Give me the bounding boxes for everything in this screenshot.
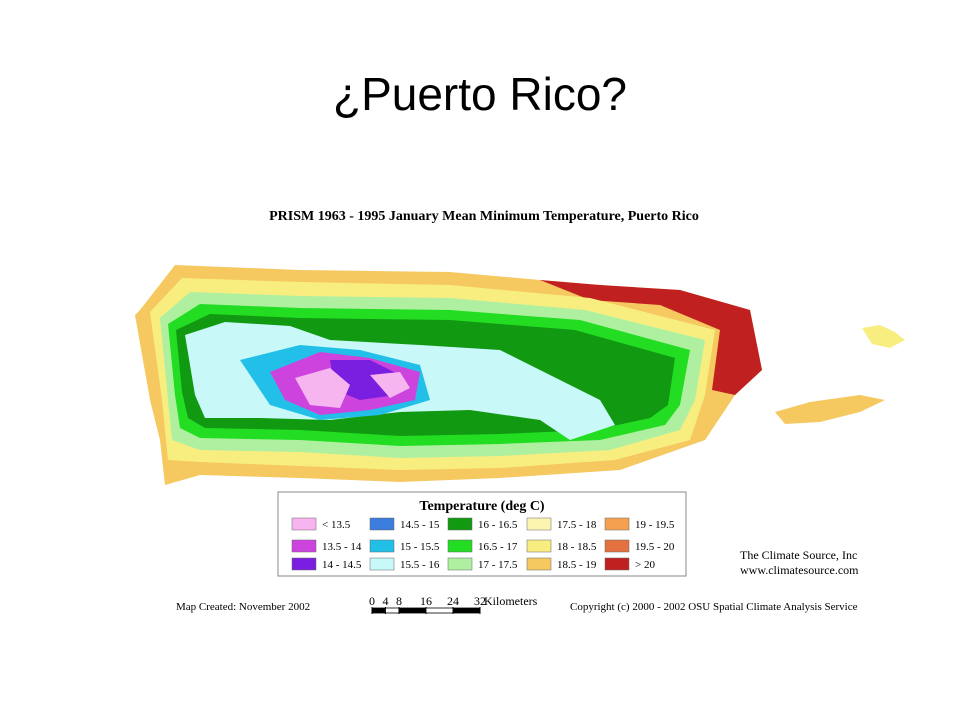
- legend-swatch: [526, 539, 552, 553]
- legend-swatch: [604, 557, 630, 571]
- legend-label: 17.5 - 18: [557, 519, 597, 531]
- legend-label: 14 - 14.5: [322, 559, 362, 571]
- legend-label: 17 - 17.5: [478, 559, 518, 571]
- legend-title: Temperature (deg C): [419, 499, 545, 514]
- scale-segment: [398, 607, 427, 614]
- scale-label: 0: [369, 594, 375, 608]
- legend-swatch: [526, 517, 552, 531]
- scale-label: 4: [383, 594, 389, 608]
- scale-segment: [371, 607, 386, 614]
- legend-swatch: [369, 517, 395, 531]
- legend-swatch: [526, 557, 552, 571]
- legend-swatch: [291, 517, 317, 531]
- scale-label: 32: [474, 594, 486, 608]
- legend-label: 14.5 - 15: [400, 519, 440, 531]
- legend-swatch: [291, 557, 317, 571]
- legend-label: 16.5 - 17: [478, 541, 518, 553]
- legend-label: 18 - 18.5: [557, 541, 597, 553]
- legend: Temperature (deg C) < 13.5 13.5 - 14 14 - …: [277, 491, 687, 577]
- credit: The Climate Source, Inc: [740, 548, 857, 562]
- legend-swatch: [291, 539, 317, 553]
- legend-label: < 13.5: [322, 519, 351, 531]
- scale-segment: [385, 607, 400, 614]
- legend-label: 19.5 - 20: [635, 541, 675, 553]
- scale-label: 16: [420, 594, 432, 608]
- legend-label: 13.5 - 14: [322, 541, 362, 553]
- copyright: Copyright (c) 2000 - 2002 OSU Spatial Cl…: [570, 601, 858, 613]
- legend-swatch: [447, 517, 473, 531]
- scale-label: 8: [396, 594, 402, 608]
- legend-swatch: [604, 517, 630, 531]
- map-title: PRISM 1963 - 1995 January Mean Minimum T…: [269, 209, 699, 224]
- scale-segment: [425, 607, 454, 614]
- island-map: [135, 265, 905, 485]
- legend-label: 15.5 - 16: [400, 559, 440, 571]
- scale-unit: Kilometers: [484, 594, 538, 608]
- legend-label: 15 - 15.5: [400, 541, 440, 553]
- slide-title: ¿Puerto Rico?: [333, 68, 627, 120]
- legend-swatch: [447, 539, 473, 553]
- scale-segment: [452, 607, 481, 614]
- legend-label: > 20: [635, 559, 655, 571]
- legend-label: 18.5 - 19: [557, 559, 597, 571]
- legend-swatch: [369, 539, 395, 553]
- created-note: Map Created: November 2002: [176, 601, 310, 613]
- legend-label: 19 - 19.5: [635, 519, 675, 531]
- scale-label: 24: [447, 594, 459, 608]
- legend-swatch: [447, 557, 473, 571]
- legend-swatch: [604, 539, 630, 553]
- legend-label: 16 - 16.5: [478, 519, 518, 531]
- legend-swatch: [369, 557, 395, 571]
- credit: www.climatesource.com: [740, 563, 859, 577]
